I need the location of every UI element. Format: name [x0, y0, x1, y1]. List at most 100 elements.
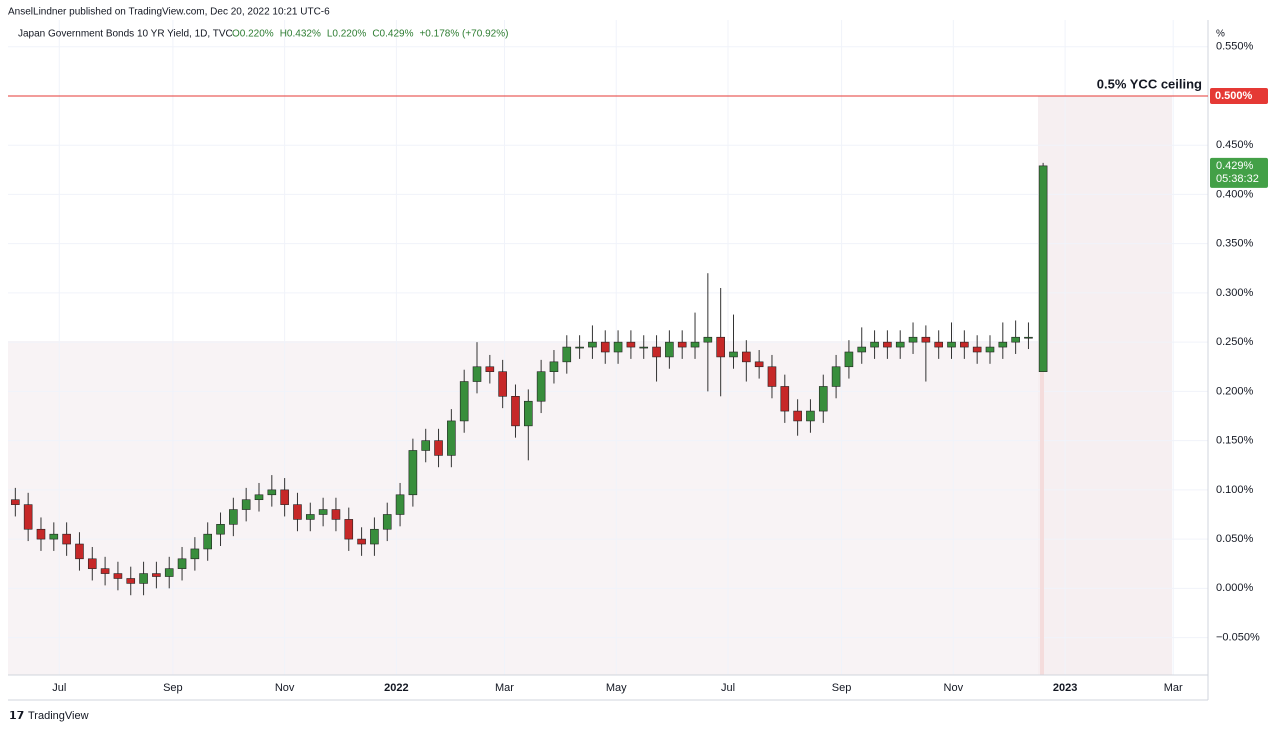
candle-body	[1038, 165, 1048, 372]
candle	[100, 556, 110, 586]
quote-value: C0.429%	[372, 29, 413, 40]
candle	[716, 287, 725, 397]
candle	[75, 532, 84, 571]
candle-body	[177, 558, 187, 569]
candle-body	[49, 533, 59, 540]
candle-body	[267, 489, 277, 496]
candle	[331, 497, 341, 532]
candle	[293, 492, 302, 532]
candle-body	[780, 386, 790, 412]
candle-body	[498, 371, 507, 397]
candle-body	[382, 514, 392, 530]
candle-body	[985, 346, 995, 353]
candle	[254, 482, 264, 512]
candle-body	[408, 450, 418, 496]
candle-body	[434, 440, 443, 456]
candle-body	[524, 400, 533, 427]
candle-body	[216, 524, 225, 535]
x-tick-label: Sep	[832, 682, 852, 694]
x-tick-label: Jul	[721, 682, 735, 694]
candle	[216, 512, 225, 546]
candle-body	[305, 514, 315, 520]
candle-body	[229, 509, 238, 525]
candle	[382, 502, 392, 542]
candle	[908, 322, 918, 354]
last-price-box	[1210, 157, 1268, 188]
candle	[511, 384, 520, 438]
y-tick-label: −0.050%	[1216, 631, 1260, 643]
candle-body	[280, 489, 289, 505]
candle-body	[370, 528, 379, 545]
candle	[844, 340, 854, 379]
candle	[1024, 322, 1033, 350]
candle	[318, 497, 328, 527]
candle	[793, 399, 802, 436]
candle	[357, 527, 366, 556]
quote-value: O0.220%	[232, 29, 274, 40]
candle-body	[1011, 336, 1020, 343]
candle	[665, 330, 674, 369]
candle	[639, 335, 649, 359]
ceiling-annotation: 0.5% YCC ceiling	[1097, 76, 1202, 91]
candle	[485, 354, 495, 384]
candle	[742, 340, 751, 382]
candle	[626, 330, 636, 359]
y-tick-label: 0.050%	[1216, 533, 1254, 545]
y-tick-label: 0.000%	[1216, 582, 1254, 594]
candle	[267, 475, 277, 507]
candle	[1038, 162, 1048, 372]
candle-body	[857, 346, 867, 353]
candle-body	[36, 528, 46, 540]
candle	[883, 330, 892, 359]
candle-body	[23, 504, 33, 530]
candle	[203, 522, 212, 561]
candle-body	[152, 573, 161, 577]
candle-body	[729, 351, 738, 358]
candle-body	[665, 341, 674, 358]
x-tick-label: 2023	[1053, 682, 1077, 694]
candle	[152, 561, 161, 589]
candle-body	[254, 494, 264, 501]
candle-body	[639, 346, 649, 349]
y-unit: %	[1216, 29, 1225, 40]
candle-body	[318, 509, 328, 515]
candle	[818, 374, 828, 423]
candle	[498, 359, 507, 409]
candle-body	[908, 336, 918, 343]
candle	[344, 507, 354, 551]
candle	[113, 561, 123, 591]
candle	[11, 487, 20, 517]
candle-body	[357, 538, 366, 545]
quote-value: L0.220%	[327, 29, 367, 40]
candle-body	[793, 410, 802, 422]
candle	[1011, 320, 1020, 354]
candle	[447, 409, 456, 468]
candle-body	[164, 568, 174, 577]
publisher: AnselLindner published on TradingView.co…	[8, 7, 330, 18]
candle	[690, 312, 700, 359]
x-tick-label: May	[606, 682, 627, 694]
candle-body	[934, 341, 943, 348]
candle-body	[459, 381, 469, 422]
candle-body	[895, 341, 905, 348]
candle-body	[536, 371, 546, 402]
candle	[857, 327, 867, 364]
candle-body	[575, 346, 584, 349]
quote-value: H0.432%	[280, 29, 321, 40]
candle	[36, 517, 46, 551]
x-tick-label: Nov	[275, 682, 295, 694]
candle	[126, 566, 136, 596]
candle	[421, 428, 431, 463]
candle	[139, 561, 148, 596]
candle-body	[690, 341, 700, 348]
candle-body	[831, 366, 841, 387]
candle-body	[716, 336, 725, 358]
candle-body	[203, 533, 212, 550]
candle	[190, 537, 200, 571]
candle-body	[600, 341, 610, 353]
candle-body	[844, 351, 854, 368]
candle	[229, 497, 238, 537]
candle	[870, 330, 879, 359]
candle	[305, 502, 315, 532]
candle	[472, 342, 482, 394]
